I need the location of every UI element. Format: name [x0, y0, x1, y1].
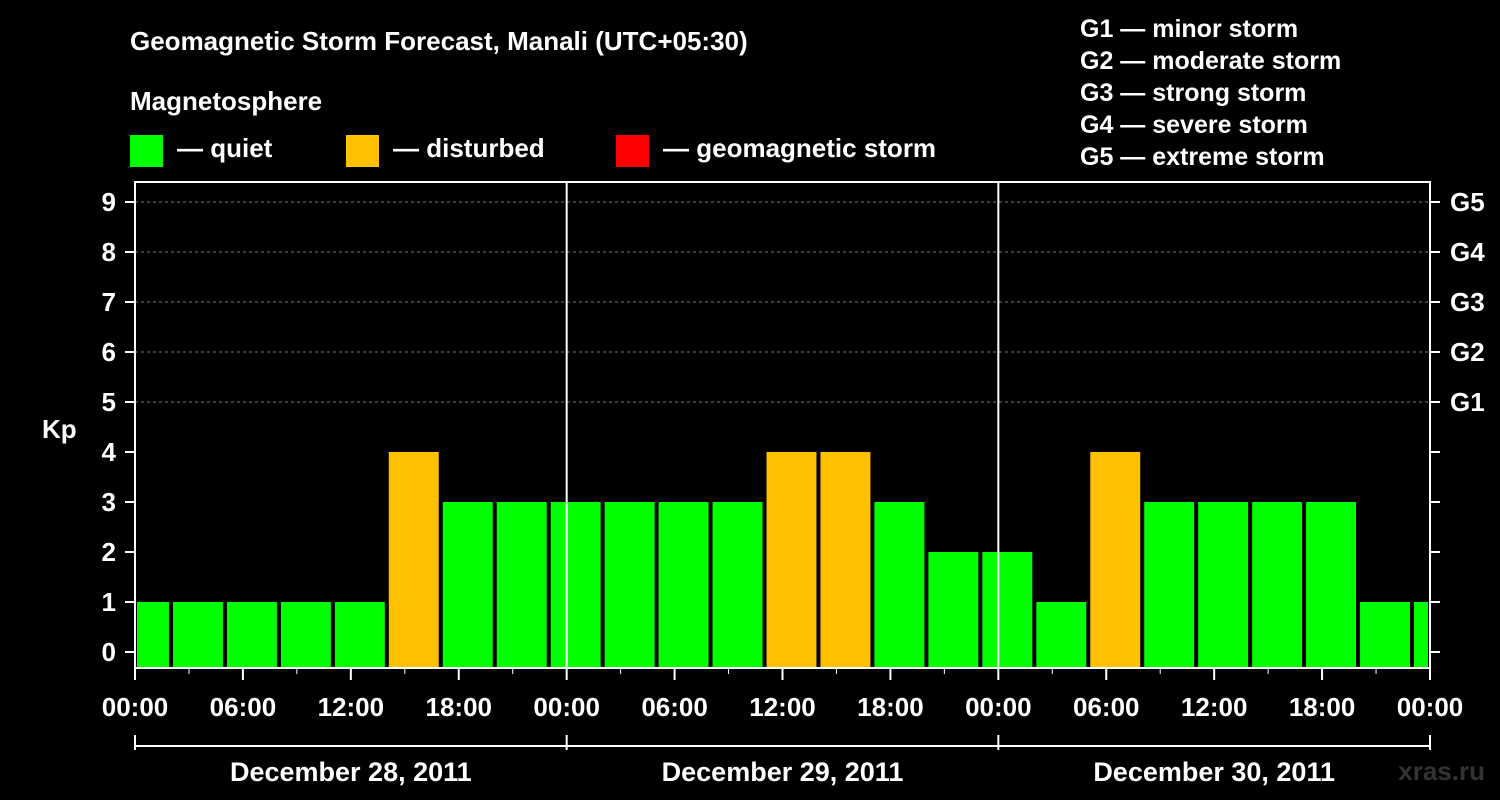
right-axis-label-g1: G1 — [1450, 387, 1485, 417]
y-tick-labels: 0 1 2 3 4 5 6 7 8 9 — [102, 187, 135, 667]
y-tick-label-1: 1 — [102, 587, 116, 617]
y-axis-label: Kp — [42, 414, 77, 444]
bar-3 — [280, 602, 331, 668]
bar-0 — [137, 602, 169, 668]
y-tick-label-3: 3 — [102, 487, 116, 517]
x-tick-label-6: 12:00 — [749, 692, 816, 722]
chart-title: Geomagnetic Storm Forecast, Manali (UTC+… — [130, 26, 748, 56]
bar-14 — [874, 502, 925, 668]
x-tick-label-9: 06:00 — [1073, 692, 1140, 722]
bar-21 — [1252, 502, 1303, 668]
bar-1 — [172, 602, 223, 668]
bar-23 — [1360, 602, 1411, 668]
watermark: xras.ru — [1398, 756, 1485, 786]
bar-5 — [388, 452, 439, 668]
x-tick-label-7: 18:00 — [857, 692, 924, 722]
day-labels: December 28, 2011 December 29, 2011 Decemb… — [134, 735, 1431, 787]
right-axis-label-g3: G3 — [1450, 287, 1485, 317]
bar-8 — [550, 502, 601, 668]
y-tick-label-5: 5 — [102, 387, 116, 417]
y-tick-label-2: 2 — [102, 537, 116, 567]
storm-scale-g3: G3 — strong storm — [1080, 79, 1306, 107]
legend-swatch-disturbed — [346, 135, 379, 167]
bar-17 — [1036, 602, 1087, 668]
x-tick-label-8: 00:00 — [965, 692, 1032, 722]
bar-15 — [928, 552, 979, 668]
x-tick-labels: 00:00 06:00 12:00 18:00 00:00 06:00 12:00 18:00… — [102, 668, 1464, 722]
bar-12 — [766, 452, 817, 668]
gridlines — [135, 201, 1430, 403]
bar-6 — [442, 502, 493, 668]
bar-9 — [604, 502, 655, 668]
bar-11 — [712, 502, 763, 668]
y-tick-label-6: 6 — [102, 337, 116, 367]
right-axis-labels: G1 G2 G3 G4 G5 — [1430, 187, 1485, 653]
y-tick-label-8: 8 — [102, 237, 116, 267]
bar-10 — [658, 502, 709, 668]
x-tick-label-10: 12:00 — [1181, 692, 1248, 722]
right-axis-label-g5: G5 — [1450, 187, 1485, 217]
legend-label-disturbed: — disturbed — [393, 133, 545, 163]
bar-24 — [1414, 602, 1428, 668]
storm-scale-g4: G4 — severe storm — [1080, 111, 1308, 139]
x-tick-label-4: 00:00 — [533, 692, 600, 722]
x-tick-label-0: 00:00 — [102, 692, 169, 722]
day-label-0: December 28, 2011 — [230, 757, 472, 787]
y-tick-label-9: 9 — [102, 187, 116, 217]
legend-label-storm: — geomagnetic storm — [663, 133, 936, 163]
storm-scale-list: G1 — minor storm G2 — moderate storm G3 … — [1080, 15, 1341, 171]
y-tick-label-7: 7 — [102, 287, 116, 317]
legend: — quiet — disturbed — geomagnetic storm — [130, 133, 936, 167]
x-tick-label-5: 06:00 — [641, 692, 708, 722]
legend-swatch-quiet — [130, 135, 163, 167]
y-tick-label-4: 4 — [102, 437, 117, 467]
bar-series — [137, 452, 1428, 668]
right-axis-label-g2: G2 — [1450, 337, 1485, 367]
bar-4 — [334, 602, 385, 668]
bar-2 — [226, 602, 277, 668]
bar-16 — [982, 552, 1033, 668]
bar-20 — [1198, 502, 1249, 668]
storm-scale-g5: G5 — extreme storm — [1080, 143, 1325, 171]
x-tick-label-12: 00:00 — [1397, 692, 1464, 722]
x-tick-label-2: 12:00 — [318, 692, 385, 722]
x-tick-label-1: 06:00 — [210, 692, 277, 722]
day-label-2: December 30, 2011 — [1093, 757, 1335, 787]
storm-scale-g2: G2 — moderate storm — [1080, 47, 1341, 75]
bar-22 — [1306, 502, 1357, 668]
day-label-1: December 29, 2011 — [662, 757, 904, 787]
right-axis-label-g4: G4 — [1450, 237, 1485, 267]
x-tick-label-3: 18:00 — [426, 692, 493, 722]
legend-label-quiet: — quiet — [177, 133, 273, 163]
bar-19 — [1144, 502, 1195, 668]
legend-title: Magnetosphere — [130, 86, 322, 116]
bar-18 — [1090, 452, 1141, 668]
x-tick-label-11: 18:00 — [1289, 692, 1356, 722]
bar-13 — [820, 452, 871, 668]
y-tick-label-0: 0 — [102, 637, 116, 667]
storm-scale-g1: G1 — minor storm — [1080, 15, 1298, 43]
legend-swatch-storm — [616, 135, 649, 167]
bar-7 — [496, 502, 547, 668]
